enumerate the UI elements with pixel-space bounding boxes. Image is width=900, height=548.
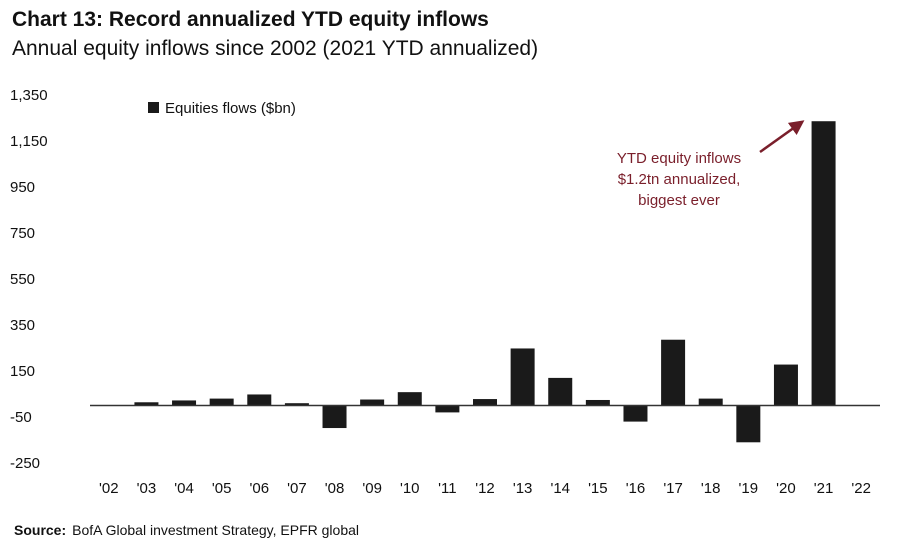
x-tick-label: '21 (814, 480, 834, 497)
x-tick-label: '16 (626, 480, 646, 497)
bar (322, 405, 347, 429)
source-text: BofA Global investment Strategy, EPFR gl… (72, 522, 360, 538)
bar (397, 392, 422, 406)
bar (172, 400, 197, 406)
x-tick-label: '11 (438, 480, 456, 497)
annotation-line-3: biggest ever (638, 192, 720, 209)
x-tick-label: '02 (99, 480, 119, 497)
x-tick-label: '22 (851, 480, 871, 497)
x-tick-label: '10 (400, 480, 420, 497)
bar (284, 403, 309, 406)
y-tick-label: 1,150 (10, 133, 48, 150)
bar (247, 394, 272, 406)
bar (661, 339, 686, 406)
bar (811, 121, 836, 406)
x-tick-label: '13 (513, 480, 533, 497)
legend-swatch (148, 102, 159, 113)
chart-subtitle: Annual equity inflows since 2002 (2021 Y… (12, 37, 539, 60)
x-tick-label: '08 (325, 480, 345, 497)
y-tick-label: -250 (10, 455, 40, 472)
y-tick-label: -50 (10, 409, 32, 426)
bar (473, 399, 497, 406)
y-axis: 1,350 1,150 950 750 550 350 150 -50 -250 (10, 87, 48, 472)
x-tick-label: '15 (588, 480, 608, 497)
x-tick-label: '19 (739, 480, 759, 497)
x-tick-label: '18 (701, 480, 721, 497)
x-tick-label: '05 (212, 480, 232, 497)
bar (623, 405, 648, 422)
x-tick-label: '12 (475, 480, 495, 497)
bar (209, 398, 234, 406)
bar (585, 399, 610, 406)
x-tick-label: '14 (550, 480, 570, 497)
annotation-line-2: $1.2tn annualized, (618, 171, 741, 188)
annotation-arrow (759, 120, 805, 154)
x-tick-label: '07 (287, 480, 307, 497)
x-tick-label: '06 (250, 480, 270, 497)
bar (435, 405, 460, 413)
y-tick-label: 350 (10, 317, 35, 334)
annotation-line-1: YTD equity inflows (617, 150, 741, 167)
y-tick-label: 150 (10, 363, 35, 380)
legend-label: Equities flows ($bn) (165, 100, 296, 117)
x-tick-label: '04 (174, 480, 194, 497)
y-tick-label: 1,350 (10, 87, 48, 104)
source-note: Source: BofA Global investment Strategy, … (14, 522, 359, 538)
bar (736, 405, 761, 443)
y-tick-label: 750 (10, 225, 35, 242)
bars (96, 121, 836, 443)
x-tick-label: '20 (776, 480, 796, 497)
annotation: YTD equity inflows $1.2tn annualized, bi… (617, 120, 805, 209)
bar (360, 399, 385, 406)
x-axis: '02 '03 '04 '05 '06 '07 '08 '09 '10 '11 '12 '13 '14 '… (99, 480, 871, 497)
x-tick-label: '17 (663, 480, 683, 497)
source-label: Source: (14, 522, 67, 538)
y-tick-label: 950 (10, 179, 35, 196)
legend: Equities flows ($bn) (148, 100, 296, 117)
y-tick-label: 550 (10, 271, 35, 288)
x-tick-label: '09 (362, 480, 382, 497)
bar (773, 364, 798, 406)
bar (548, 377, 573, 406)
chart-title: Chart 13: Record annualized YTD equity i… (12, 8, 489, 31)
x-tick-label: '03 (137, 480, 157, 497)
bar (134, 402, 159, 406)
bar (510, 348, 535, 406)
bar (698, 398, 723, 406)
